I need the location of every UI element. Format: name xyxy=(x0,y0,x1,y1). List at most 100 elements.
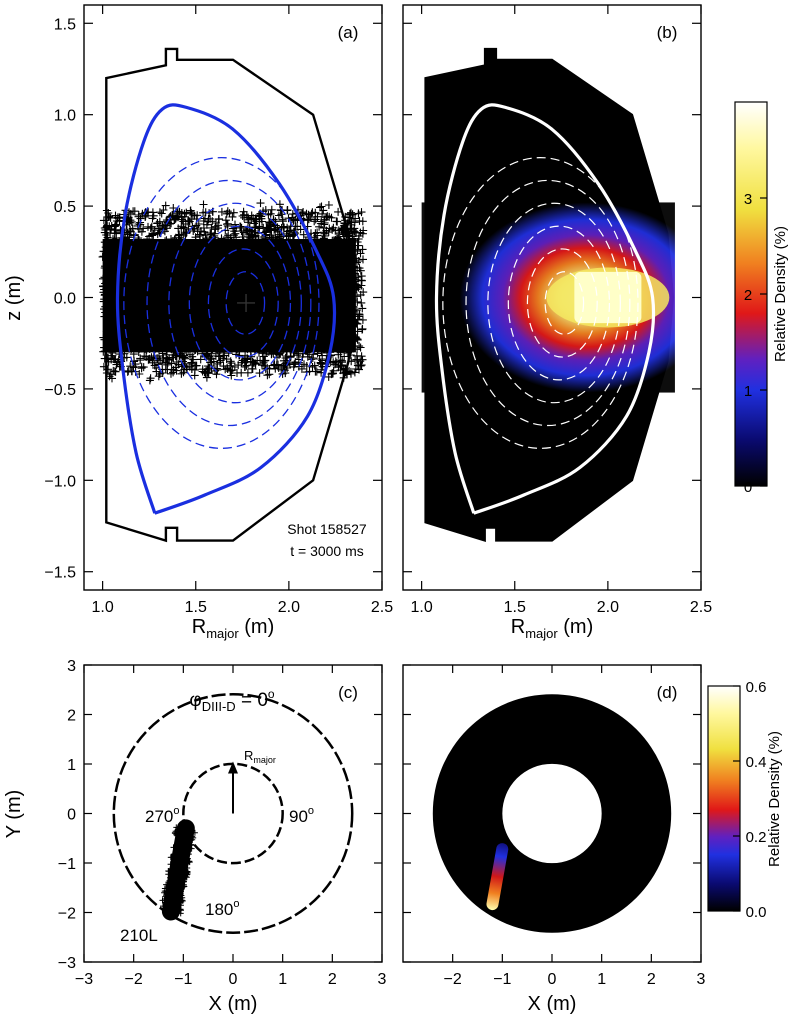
bottom-left-x-axis-label: X (m) xyxy=(209,993,258,1015)
y-tick-label: −1.5 xyxy=(44,565,76,582)
bottom-right-x-axis-label: X (m) xyxy=(528,993,577,1015)
x-tick-label: 2.5 xyxy=(371,599,393,616)
flux-surface-3 xyxy=(188,225,292,381)
angle-270-label: 270o xyxy=(145,805,180,826)
flux-surface-3 xyxy=(507,225,611,381)
flux-surfaces xyxy=(123,156,320,449)
colorbar-bottom: 0.0 0.2 0.4 0.6 Relative Density (%) xyxy=(707,679,783,921)
density-heatmap xyxy=(421,202,675,393)
colorbar-top: 0 1 2 3 Relative Density (%) xyxy=(734,101,789,496)
y-tick-label: −0.5 xyxy=(44,382,76,399)
flux-surface-6 xyxy=(442,157,639,449)
colorbar-bottom-gradient xyxy=(707,685,741,912)
separatrix xyxy=(115,103,337,515)
y-tick-label: 0.5 xyxy=(54,199,76,216)
rmajor-label: Rmajor xyxy=(244,748,276,765)
toroidal-angle-label: φDIII-D = 0o xyxy=(189,687,275,714)
x-tick-label: 3 xyxy=(697,971,706,988)
cbar-top-tick-label: 0 xyxy=(744,479,752,496)
x-tick-label: 0 xyxy=(548,971,557,988)
y-tick-label: −1 xyxy=(58,856,76,873)
y-tick-label: −3 xyxy=(58,955,76,972)
x-tick-label: 1.5 xyxy=(504,599,526,616)
flux-surface-4 xyxy=(487,202,621,404)
x-tick-label: −1 xyxy=(174,971,192,988)
particle-core xyxy=(102,239,356,353)
colorbar-top-ticks: 0 1 2 3 xyxy=(744,191,767,496)
y-tick-label: 0 xyxy=(67,807,76,824)
outer-wall-circle xyxy=(112,693,354,934)
panel-a: 1.0 1.5 2.0 2.5 −1.5 −1.0 −0.5 0.0 0.5 1.0 1.5 (a)… xyxy=(44,4,393,616)
bottom-y-axis-label: Y (m) xyxy=(3,790,25,839)
x-tick-label: 1.5 xyxy=(185,599,207,616)
time-stamp: t = 3000 ms xyxy=(290,543,364,559)
x-tick-label: 2 xyxy=(647,971,656,988)
flux-surfaces-white xyxy=(442,157,639,449)
beam-particle-cloud xyxy=(159,819,198,921)
y-tick-label: 1.5 xyxy=(54,16,76,33)
colorbar-bottom-title: Relative Density (%) xyxy=(766,731,783,867)
beam-density-plume xyxy=(486,843,509,911)
beam-crosses xyxy=(159,824,198,917)
y-tick-label: 1 xyxy=(67,757,76,774)
x-tick-label: 1 xyxy=(597,971,606,988)
x-tick-label: 1.0 xyxy=(92,599,114,616)
x-tick-label: −2 xyxy=(444,971,462,988)
port-label: 210L xyxy=(120,926,158,945)
shot-number: Shot 158527 xyxy=(287,521,367,537)
panel-b-label: (b) xyxy=(657,23,678,42)
flux-surface-1 xyxy=(225,271,266,335)
cbar-top-tick-label: 2 xyxy=(744,287,752,304)
angle-90-label: 90o xyxy=(289,805,314,826)
beam-plume xyxy=(486,843,509,911)
cbar-bottom-tick-label: 0.6 xyxy=(746,679,767,696)
y-tick-label: 1.0 xyxy=(54,108,76,125)
y-tick-label: −2 xyxy=(58,906,76,923)
panel-a-label: (a) xyxy=(338,23,359,42)
flux-surface-1 xyxy=(544,271,585,335)
axis-cross xyxy=(237,293,256,312)
x-tick-label: −3 xyxy=(75,971,93,988)
flux-surface-2 xyxy=(526,248,598,358)
magnetic-axis-marker xyxy=(237,293,256,312)
panel-d: −2 −1 0 1 2 3 (d) xyxy=(402,664,706,988)
panel-b-ticks: 1.0 1.5 2.0 2.5 xyxy=(403,5,712,616)
x-tick-label: −2 xyxy=(125,971,143,988)
panel-c-ticks: −3 −2 −1 0 1 2 3 −3 −2 −1 0 1 2 3 xyxy=(58,658,387,988)
cbar-bottom-tick-label: 0.4 xyxy=(746,754,767,771)
particle-cloud xyxy=(98,199,368,385)
panel-b: 1.0 1.5 2.0 2.5 (b) xyxy=(402,4,712,616)
flux-surface-6 xyxy=(123,156,320,449)
y-tick-label: 0.0 xyxy=(54,291,76,308)
flux-surface-5 xyxy=(146,179,312,427)
x-tick-label: 1 xyxy=(278,971,287,988)
flux-surface-4 xyxy=(168,202,302,404)
panel-a-ticks: 1.0 1.5 2.0 2.5 −1.5 −1.0 −0.5 0.0 0.5 1.0 1.5 xyxy=(44,5,393,616)
x-tick-label: −1 xyxy=(493,971,511,988)
y-tick-label: −1.0 xyxy=(44,473,76,490)
x-tick-label: 2 xyxy=(328,971,337,988)
angle-180-label: 180o xyxy=(205,898,240,919)
x-tick-label: 0 xyxy=(229,971,238,988)
cbar-bottom-tick-label: 0.2 xyxy=(746,829,767,846)
flux-surface-2 xyxy=(207,248,279,358)
panel-d-ticks: −2 −1 0 1 2 3 xyxy=(403,664,706,988)
cbar-bottom-tick-label: 0.0 xyxy=(746,904,767,921)
panel-d-label: (d) xyxy=(657,683,678,702)
x-tick-label: 1.0 xyxy=(411,599,433,616)
x-tick-label: 2.5 xyxy=(690,599,712,616)
y-tick-label: 3 xyxy=(67,658,76,675)
colorbar-top-title: Relative Density (%) xyxy=(772,226,789,362)
x-tick-label: 3 xyxy=(378,971,387,988)
panel-c: −3 −2 −1 0 1 2 3 −3 −2 −1 0 1 2 3 (c) φDIII-D = 0o Rm… xyxy=(58,658,387,988)
panel-c-label: (c) xyxy=(338,683,358,702)
vessel-wall xyxy=(105,47,356,543)
heat-peak xyxy=(574,271,642,324)
cbar-top-tick-label: 3 xyxy=(744,191,752,208)
x-tick-label: 2.0 xyxy=(597,599,619,616)
x-tick-label: 2.0 xyxy=(278,599,300,616)
y-tick-label: 2 xyxy=(67,708,76,725)
vessel-annulus xyxy=(432,694,672,933)
cbar-top-tick-label: 1 xyxy=(744,383,752,400)
